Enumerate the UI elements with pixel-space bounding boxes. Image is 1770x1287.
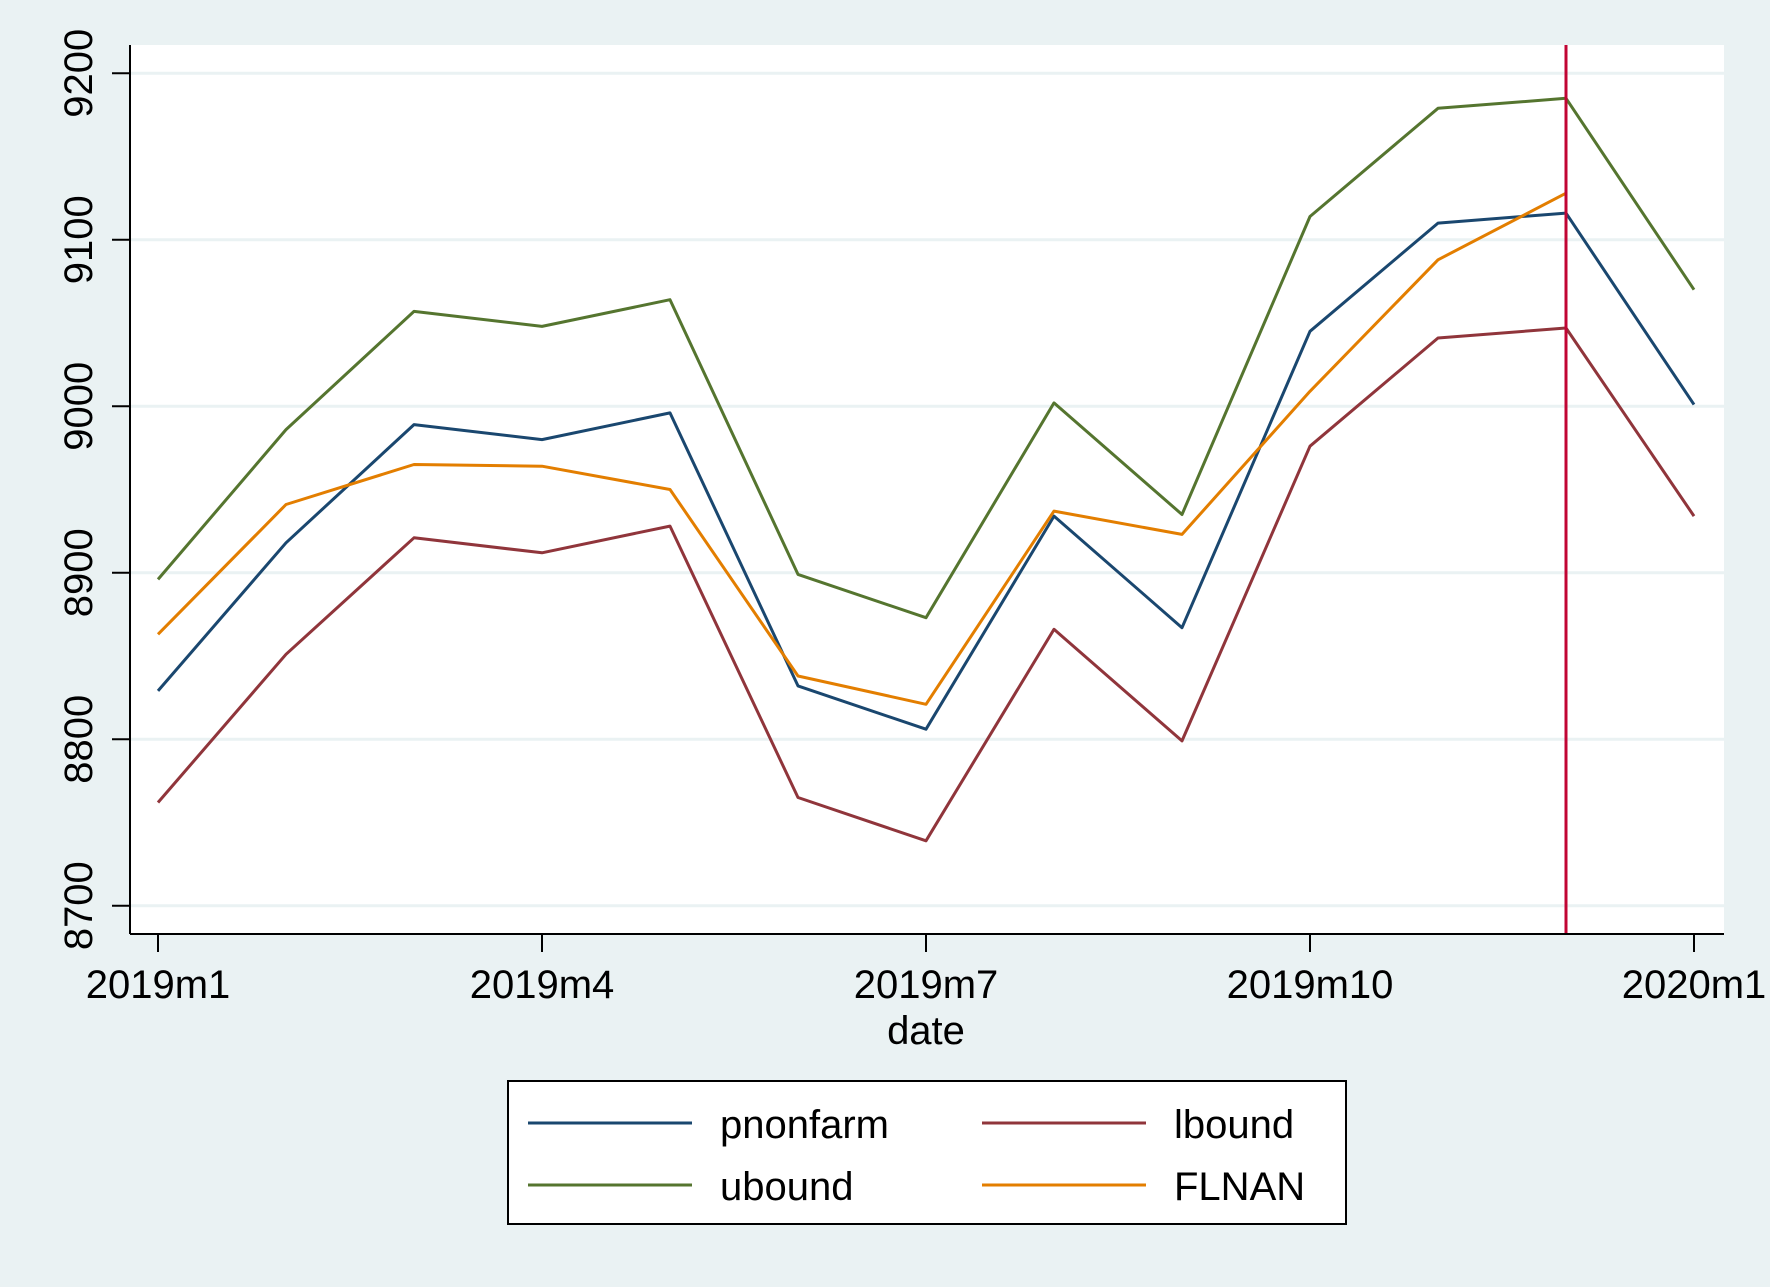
y-ticks: 8700 8800 8900 9000 9100 9200 [57,29,130,950]
x-tick-label: 2019m4 [470,963,615,1007]
y-tick-label: 9000 [57,362,101,451]
series-lines [156,96,1696,843]
legend-label-lbound: lbound [1174,1103,1294,1147]
y-tick-label: 8800 [57,695,101,784]
series-line-flnan [156,191,1567,706]
y-tick-label: 9200 [57,29,101,118]
series-line-lbound [156,326,1696,843]
x-ticks: 2019m1 2019m4 2019m7 2019m10 2020m1 [86,934,1767,1007]
x-tick-label: 2019m10 [1227,963,1394,1007]
x-tick-label: 2019m7 [854,963,999,1007]
y-tick-label: 8900 [57,528,101,617]
legend-label-ubound: ubound [720,1165,853,1209]
legend-box [507,1080,1347,1225]
y-tick-label: 8700 [57,861,101,950]
legend-label-pnonfarm: pnonfarm [720,1103,889,1147]
y-tick-label: 9100 [57,195,101,284]
plot-area [130,45,1724,934]
legend: pnonfarm lbound ubound FLNAN [507,1080,1347,1225]
series-line-ubound [156,96,1696,620]
x-tick-label: 2019m1 [86,963,231,1007]
gridlines [131,71,1724,908]
series-line-pnonfarm [156,211,1696,731]
x-tick-label: 2020m1 [1622,963,1767,1007]
legend-label-flnan: FLNAN [1174,1165,1305,1209]
x-axis-title: date [887,1009,965,1053]
